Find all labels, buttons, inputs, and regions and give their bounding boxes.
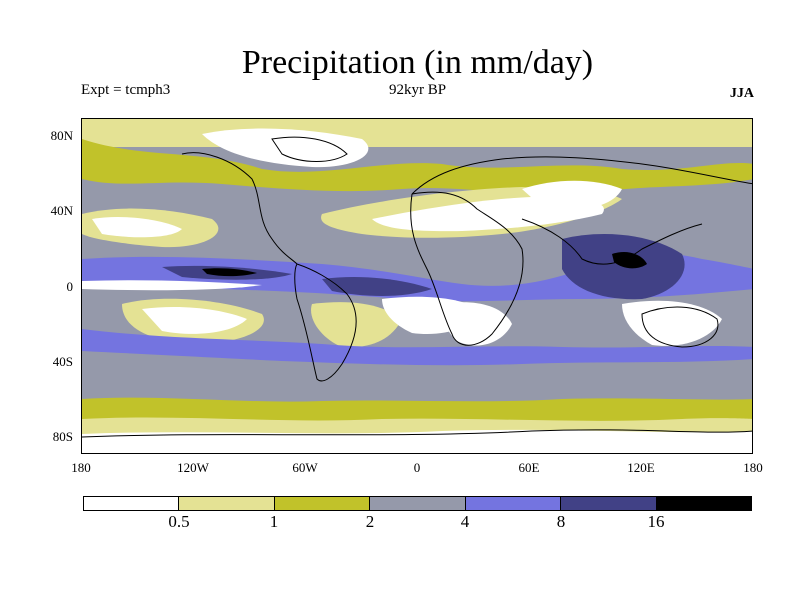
antarctica-coast <box>82 429 752 438</box>
southern-africa-dry <box>441 302 512 346</box>
equatorial-dry-strip <box>82 280 262 291</box>
colorbar-segment <box>179 497 275 510</box>
period-label: 92kyr BP <box>388 82 447 98</box>
lat-label-80n: 80N <box>50 128 73 143</box>
colorbar-label: 2 <box>365 512 375 531</box>
experiment-label: Expt = tcmph3 <box>81 82 171 98</box>
colorbar-segment <box>656 497 751 510</box>
maritime-max-1 <box>612 252 647 269</box>
s-pacific-dry-core <box>142 307 247 334</box>
lon-label-60w: 60W <box>292 460 318 475</box>
n-pacific-dry-core <box>92 217 182 238</box>
s-storm-track <box>82 329 752 366</box>
central-asia-dry <box>522 180 622 210</box>
arctic-dry-band <box>82 119 752 147</box>
south-asia-coast <box>521 218 703 265</box>
pacific-itcz-max <box>202 268 257 277</box>
greenland-coast <box>271 136 348 162</box>
colorbar-segment <box>561 497 657 510</box>
lon-label-0: 0 <box>413 460 421 475</box>
colorbar-segment <box>274 497 371 510</box>
lon-label-180e: 180 <box>743 460 763 475</box>
colorbar-label: 16 <box>647 512 665 531</box>
season-label: JJA <box>729 86 754 101</box>
south-america-coast <box>294 263 357 382</box>
atlantic-itcz-core <box>322 277 432 296</box>
antarctica-dry <box>82 429 752 453</box>
lon-label-120w: 120W <box>177 460 209 475</box>
greenland-dry <box>202 128 369 168</box>
north-america-coast <box>181 152 298 265</box>
africa-coast <box>410 191 524 346</box>
lon-label-180w: 180 <box>71 460 91 475</box>
lat-label-40n: 40N <box>50 203 73 218</box>
lon-label-120e: 120E <box>627 460 655 475</box>
precipitation-map <box>81 118 753 454</box>
coastlines <box>82 136 752 438</box>
colorbar-segment <box>84 497 180 510</box>
lat-label-0: 0 <box>66 279 74 294</box>
australia-coast <box>641 306 719 348</box>
lon-label-60e: 60E <box>518 460 540 475</box>
eurasia-north-coast <box>411 156 752 195</box>
colorbar-label: 8 <box>556 512 566 531</box>
lat-label-40s: 40S <box>52 354 73 369</box>
colorbar-segment <box>370 497 466 510</box>
colorbar-label: 1 <box>269 512 279 531</box>
north-midlat-band <box>82 139 752 196</box>
colorbar-segment <box>465 497 562 510</box>
colorbar-label: 0.5 <box>168 512 190 531</box>
map-svg <box>82 119 752 453</box>
colorbar-label: 4 <box>460 512 470 531</box>
lat-label-80s: 80S <box>52 429 73 444</box>
map-title: Precipitation (in mm/day) <box>241 44 594 81</box>
colorbar <box>83 496 752 511</box>
